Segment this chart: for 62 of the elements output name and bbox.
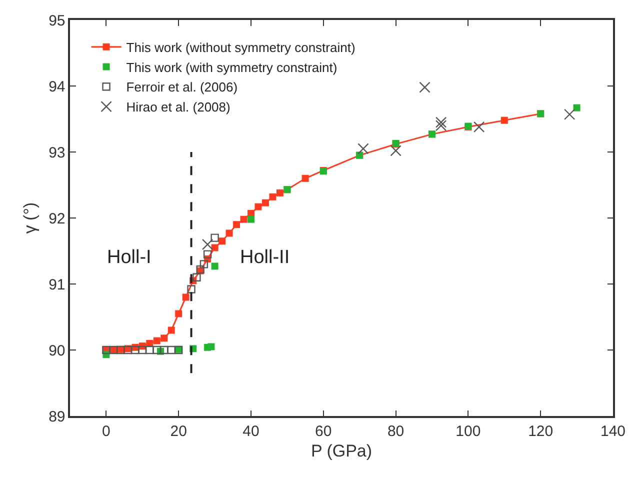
- x-axis-title: P (GPa): [310, 442, 372, 461]
- point: [152, 346, 161, 354]
- point: [435, 116, 447, 128]
- point: [435, 120, 447, 132]
- y-axis-title: γ (°): [20, 202, 40, 234]
- point: [153, 337, 160, 344]
- point: [211, 262, 218, 270]
- point: [210, 234, 219, 242]
- point: [390, 145, 402, 156]
- x-tick-label: 0: [102, 422, 110, 440]
- point: [160, 346, 168, 354]
- point: [473, 121, 485, 133]
- point: [208, 343, 215, 350]
- x-tick-label: 40: [242, 422, 260, 440]
- point: [240, 216, 248, 223]
- point: [138, 346, 146, 354]
- point: [564, 108, 576, 120]
- legend-label: This work (with symmetry constraint): [126, 60, 338, 75]
- point: [200, 260, 208, 268]
- point: [146, 346, 154, 354]
- point: [168, 326, 175, 334]
- point: [160, 334, 168, 342]
- point: [182, 294, 190, 301]
- point: [131, 346, 140, 354]
- y-tick-label: 94: [48, 78, 66, 96]
- point: [419, 82, 430, 93]
- point: [358, 143, 369, 154]
- annotation: Holl-II: [240, 247, 290, 268]
- point: [573, 104, 580, 112]
- point: [167, 346, 176, 354]
- x-tick-label: 120: [528, 422, 554, 440]
- point: [276, 189, 284, 196]
- x-tick-label: 140: [600, 422, 626, 440]
- y-tick-label: 89: [48, 408, 66, 426]
- point: [302, 174, 309, 182]
- point: [262, 199, 269, 206]
- y-tick-label: 92: [48, 210, 66, 228]
- legend-label: Hirao et al. (2008): [126, 100, 230, 115]
- y-tick-label: 91: [48, 276, 66, 294]
- point: [269, 193, 276, 200]
- point: [175, 310, 182, 318]
- point: [218, 238, 226, 245]
- point: [203, 250, 212, 258]
- y-tick-label: 90: [48, 342, 66, 360]
- legend-label: Ferroir et al. (2006): [126, 80, 238, 95]
- point: [187, 285, 196, 294]
- x-tick-label: 80: [387, 422, 404, 440]
- point: [202, 238, 214, 250]
- point: [226, 230, 233, 237]
- y-tick-label: 93: [48, 144, 66, 162]
- point: [254, 203, 262, 210]
- point: [192, 273, 201, 282]
- legend-label: This work (without symmetry constraint): [126, 40, 356, 55]
- point: [233, 221, 240, 228]
- x-tick-label: 60: [315, 422, 332, 440]
- x-tick-label: 100: [456, 422, 481, 440]
- point: [500, 116, 508, 124]
- point: [211, 244, 218, 252]
- x-tick-label: 20: [170, 422, 187, 440]
- annotation: Holl-I: [107, 247, 152, 268]
- point: [248, 216, 254, 223]
- y-tick-label: 95: [48, 12, 66, 30]
